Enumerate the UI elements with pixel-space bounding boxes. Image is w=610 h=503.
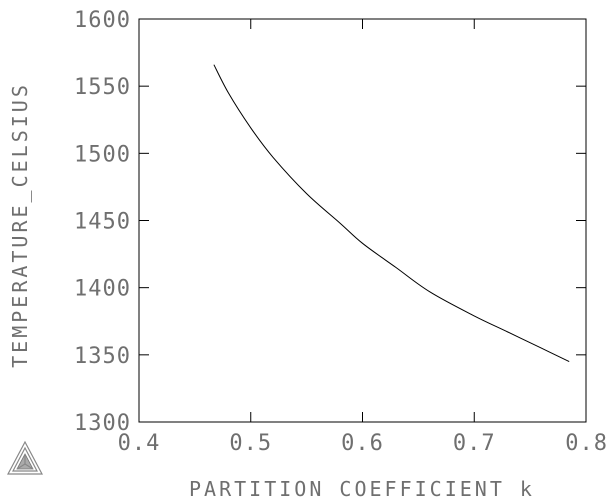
- x-axis-title: PARTITION COEFFICIENT k: [189, 477, 535, 501]
- thermo-calc-triangle-icon: [7, 440, 43, 475]
- y-tick-label: 1450: [74, 210, 131, 235]
- axis-ticks: [138, 18, 587, 423]
- y-tick-label: 1550: [74, 75, 131, 100]
- y-tick-label: 1350: [74, 344, 131, 369]
- x-tick-label: 0.6: [341, 431, 384, 456]
- y-tick-label: 1300: [74, 411, 131, 436]
- x-tick-label: 0.5: [229, 431, 272, 456]
- plot-frame: [138, 18, 587, 423]
- x-tick-label: 0.8: [565, 431, 608, 456]
- y-tick-label: 1500: [74, 142, 131, 167]
- x-tick-label: 0.7: [453, 431, 496, 456]
- series-group: [213, 64, 570, 363]
- tick-labels: 0.4 0.5 0.6 0.7 0.8 1300 1350 1400 1450 1500 1550 1…: [74, 8, 608, 456]
- plot-area-border: [138, 18, 587, 423]
- series-line: [213, 64, 570, 363]
- y-tick-label: 1600: [74, 8, 131, 33]
- y-axis-title: TEMPERATURE_CELSIUS: [8, 82, 32, 368]
- x-tick-label: 0.4: [118, 431, 161, 456]
- y-tick-label: 1400: [74, 277, 131, 302]
